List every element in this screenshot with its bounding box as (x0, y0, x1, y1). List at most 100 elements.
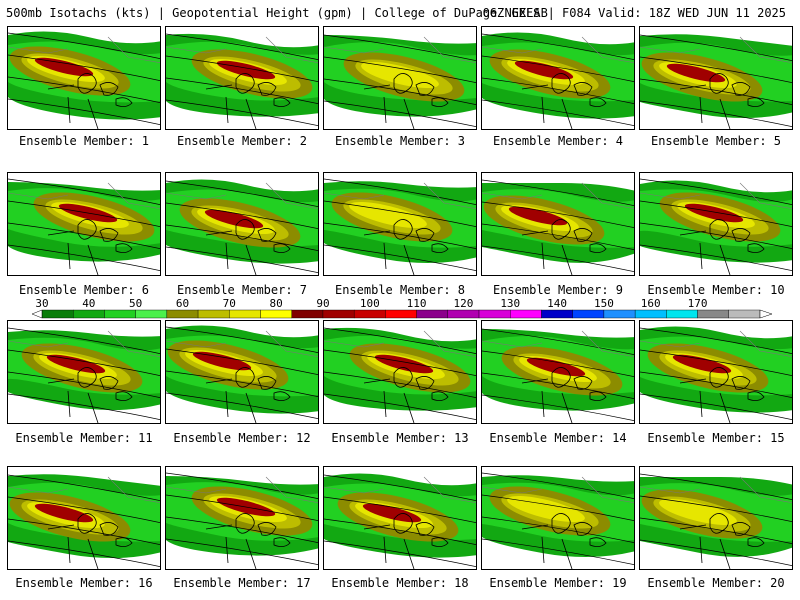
height-contour (640, 178, 792, 205)
jet-max-80-kt (362, 503, 422, 523)
height-contour (8, 474, 160, 501)
jet-max-80-kt (192, 351, 252, 371)
colorbar-right-arrow (759, 309, 773, 319)
member-caption: Ensemble Member: 19 (489, 576, 627, 590)
height-contour (482, 55, 634, 82)
height-contour (324, 244, 476, 271)
colorbar-tick-label: 140 (547, 297, 567, 310)
colorbar-left-arrow (31, 309, 43, 319)
height-contour (482, 99, 634, 126)
jet-max-80-kt (34, 503, 94, 523)
height-contour (8, 54, 160, 81)
height-contour (324, 56, 476, 83)
colorbar-swatch (73, 309, 105, 319)
height-contour (8, 32, 160, 59)
height-contour (324, 540, 476, 567)
height-contour (640, 473, 792, 500)
member-caption: Ensemble Member: 20 (647, 576, 785, 590)
great-lakes-outline (363, 219, 449, 275)
colorbar-tick-label: 100 (360, 297, 380, 310)
member-caption: Ensemble Member: 8 (334, 283, 466, 297)
height-contour (640, 100, 792, 127)
height-contour (640, 244, 792, 271)
ensemble-panel (639, 172, 793, 276)
great-lakes-outline (47, 367, 133, 423)
great-lakes-outline (521, 219, 607, 275)
height-contour (8, 98, 160, 125)
height-contour (324, 34, 476, 61)
jet-max-80-kt (526, 357, 586, 377)
colorbar-swatch (666, 309, 698, 319)
run-valid-time: 06Z GEFS | F084 Valid: 18Z WED JUN 11 20… (482, 6, 786, 20)
height-contour (166, 77, 318, 104)
jet-max-80-kt (684, 203, 744, 223)
border-lines (482, 36, 634, 63)
colorbar-swatch (603, 309, 636, 319)
border-lines (8, 182, 160, 209)
height-contour (166, 180, 318, 207)
wind-70-kt-band (507, 495, 585, 523)
height-contour (8, 244, 160, 271)
wind-70-kt-band (361, 61, 439, 89)
colorbar-swatch (291, 309, 324, 319)
height-contour (482, 201, 634, 228)
border-lines (8, 476, 160, 503)
height-contour (640, 327, 792, 354)
height-contour (8, 200, 160, 227)
ensemble-panel (481, 172, 635, 276)
ensemble-panel (323, 172, 477, 276)
height-contour (166, 392, 318, 419)
ensemble-panel (639, 26, 793, 130)
colorbar-swatch (135, 309, 168, 319)
height-contour (8, 496, 160, 523)
border-lines (324, 476, 476, 503)
height-contour (482, 394, 634, 421)
member-caption: Ensemble Member: 5 (650, 134, 782, 148)
height-contour (324, 496, 476, 523)
colorbar-tick-label: 80 (270, 297, 283, 310)
colorbar-swatch (728, 309, 761, 319)
jet-max-80-kt (508, 206, 568, 226)
ensemble-panel (7, 26, 161, 130)
border-lines (640, 476, 792, 503)
height-contour (324, 178, 476, 205)
height-contour (640, 517, 792, 544)
height-contour (482, 179, 634, 206)
colorbar-tick-label: 160 (641, 297, 661, 310)
ensemble-panel (165, 26, 319, 130)
colorbar-swatch (104, 309, 136, 319)
member-caption: Ensemble Member: 12 (173, 431, 311, 445)
height-contour (640, 393, 792, 420)
height-contour (324, 78, 476, 105)
great-lakes-outline (679, 513, 765, 569)
height-contour (8, 178, 160, 205)
page-title: 500mb Isotachs (kts) | Geopotential Heig… (6, 6, 548, 20)
height-contour (8, 222, 160, 249)
height-contour (8, 371, 160, 398)
height-contour (166, 55, 318, 82)
border-lines (640, 330, 792, 357)
colorbar-swatch (260, 309, 292, 319)
great-lakes-outline (363, 73, 449, 129)
height-contour (482, 472, 634, 499)
ensemble-panel (323, 320, 477, 424)
member-caption: Ensemble Member: 18 (331, 576, 469, 590)
member-caption: Ensemble Member: 4 (492, 134, 624, 148)
colorbar-tick-label: 130 (500, 297, 520, 310)
great-lakes-outline (679, 219, 765, 275)
great-lakes-outline (205, 73, 291, 129)
colorbar-swatch (634, 309, 667, 319)
border-lines (482, 476, 634, 503)
colorbar-swatch (572, 309, 605, 319)
member-caption: Ensemble Member: 14 (489, 431, 627, 445)
colorbar-swatch (166, 309, 199, 319)
ensemble-panel (165, 172, 319, 276)
jet-max-80-kt (34, 57, 94, 77)
height-contour (166, 516, 318, 543)
height-contour (166, 33, 318, 60)
great-lakes-outline (47, 219, 133, 275)
height-contour (482, 494, 634, 521)
colorbar-swatch (229, 309, 261, 319)
colorbar-tick-label: 120 (453, 297, 473, 310)
member-caption: Ensemble Member: 11 (15, 431, 153, 445)
